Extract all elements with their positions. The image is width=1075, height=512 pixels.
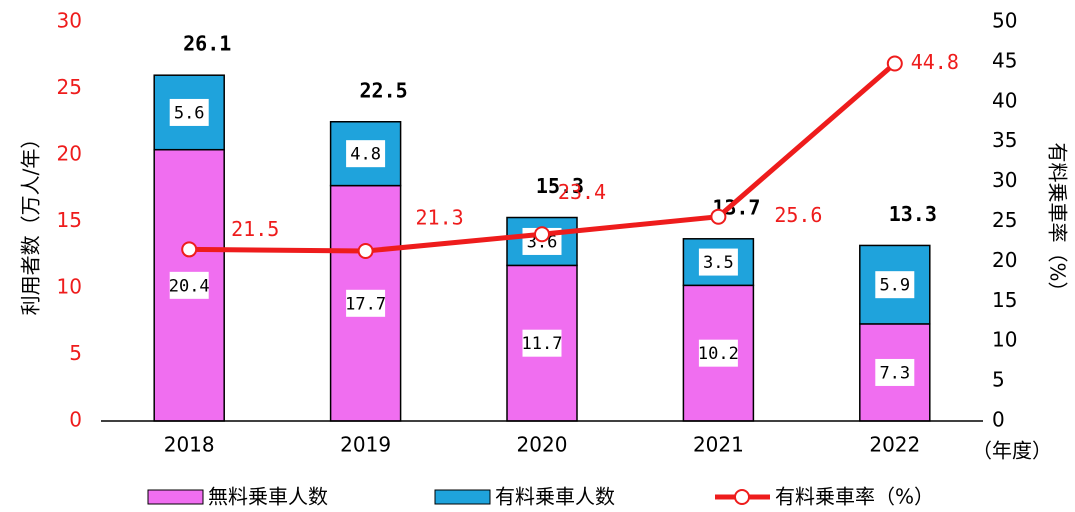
y2-axis-label: 有料乗車率（%） [1046, 142, 1070, 301]
value-label: 11.7 [522, 334, 563, 354]
line-marker [181, 241, 198, 258]
legend-label: 有料乗車率（%） [775, 485, 934, 509]
x-tick-label: 2018 [164, 433, 215, 457]
total-label: 26.1 [183, 32, 231, 56]
y2-tick-label: 10 [992, 328, 1017, 352]
x-tick-label: 2020 [517, 433, 568, 457]
y-axis-label: 利用者数（万人/年） [19, 129, 43, 316]
legend-marker [734, 489, 750, 505]
line-marker [886, 55, 903, 72]
value-label-box [345, 139, 387, 169]
y2-tick-label: 35 [992, 128, 1017, 152]
line-marker [534, 226, 550, 243]
value-label: 3.5 [703, 253, 734, 273]
y-tick-label: 15 [57, 208, 82, 232]
line-marker [710, 208, 727, 225]
x-tick-label: 2021 [693, 433, 744, 457]
y2-tick-label: 5 [992, 368, 1005, 392]
value-label: 5.6 [174, 103, 205, 123]
value-label-box [168, 270, 210, 300]
legend-label: 有料乗車人数 [495, 485, 615, 509]
y-tick-label: 30 [57, 9, 82, 33]
y2-tick-label: 40 [992, 88, 1017, 112]
line-value-label: 25.6 [774, 203, 822, 227]
line-value-label: 23.4 [558, 180, 606, 204]
legend-swatch [147, 489, 204, 505]
value-label-box [697, 247, 739, 277]
y-tick-label: 25 [57, 75, 82, 99]
x-axis-label: （年度） [972, 439, 1052, 463]
value-label: 4.8 [350, 145, 381, 165]
y-tick-label: 0 [69, 408, 82, 432]
y2-tick-label: 15 [992, 288, 1017, 312]
y2-tick-label: 25 [992, 208, 1017, 232]
value-label-box [874, 270, 916, 300]
y2-tick-label: 30 [992, 168, 1017, 192]
value-label-box [874, 357, 916, 387]
value-label: 17.7 [345, 294, 386, 314]
y-tick-label: 20 [57, 142, 82, 166]
line-value-label: 21.5 [231, 217, 279, 241]
x-tick-label: 2022 [869, 433, 920, 457]
y-tick-label: 10 [57, 275, 82, 299]
value-label-box [168, 97, 210, 127]
legend-label: 無料乗車人数 [208, 485, 328, 509]
value-label: 5.9 [879, 276, 910, 296]
total-label: 15.3 [536, 174, 584, 198]
total-label: 22.5 [360, 78, 408, 102]
y2-tick-label: 50 [992, 9, 1017, 33]
x-tick-label: 2019 [340, 433, 391, 457]
y2-tick-label: 45 [992, 48, 1017, 72]
legend-swatch [434, 489, 491, 505]
line-value-label: 44.8 [911, 50, 959, 74]
y-tick-label: 5 [69, 341, 82, 365]
total-label: 13.3 [889, 202, 937, 226]
value-label: 7.3 [879, 363, 910, 383]
line-value-label: 21.3 [416, 206, 464, 230]
y2-tick-label: 20 [992, 248, 1017, 272]
value-label-box [345, 288, 387, 318]
value-label-box [697, 338, 739, 368]
value-label-box [521, 328, 563, 358]
value-label: 20.4 [169, 276, 210, 296]
line-marker [357, 243, 374, 260]
value-label: 10.2 [698, 344, 739, 364]
y2-tick-label: 0 [992, 408, 1005, 432]
